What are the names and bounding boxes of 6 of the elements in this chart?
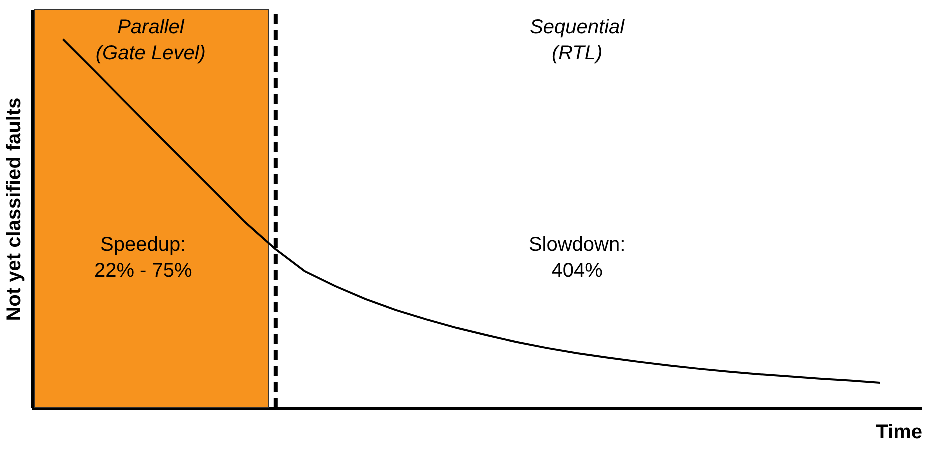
- annotation: Sequential (RTL): [530, 16, 626, 64]
- annotation: Speedup: 22% - 75%: [94, 234, 192, 282]
- annotation: Parallel (Gate Level): [96, 16, 206, 64]
- y-axis-title: Not yet classified faults: [4, 98, 26, 322]
- annotation: Slowdown: 404%: [528, 234, 626, 282]
- x-axis-title: Time: [876, 422, 922, 444]
